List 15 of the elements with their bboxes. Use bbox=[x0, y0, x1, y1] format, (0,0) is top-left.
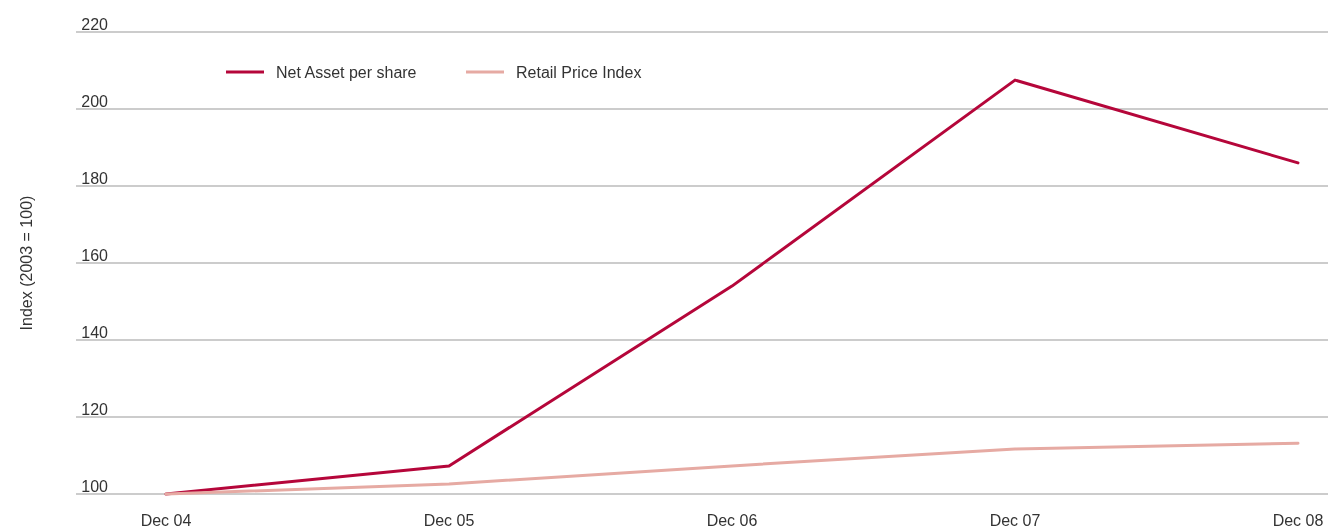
y-tick-label: 160 bbox=[81, 247, 109, 264]
y-tick-label: 200 bbox=[81, 93, 109, 110]
y-tick-label: 140 bbox=[81, 324, 109, 341]
x-tick-label: Dec 06 bbox=[706, 512, 758, 529]
y-tick-label: 120 bbox=[81, 401, 109, 418]
x-tick-label: Dec 07 bbox=[989, 512, 1041, 529]
y-axis-title: Index (2003 = 100) bbox=[18, 195, 35, 331]
y-tick-label: 220 bbox=[81, 16, 109, 33]
y-tick-label: 180 bbox=[81, 170, 109, 187]
x-tick-label: Dec 08 bbox=[1272, 512, 1324, 529]
legend-label: Retail Price Index bbox=[516, 64, 642, 81]
legend-label: Net Asset per share bbox=[276, 64, 417, 81]
x-tick-label: Dec 04 bbox=[140, 512, 192, 529]
y-tick-label: 100 bbox=[81, 478, 109, 495]
x-tick-label: Dec 05 bbox=[423, 512, 475, 529]
